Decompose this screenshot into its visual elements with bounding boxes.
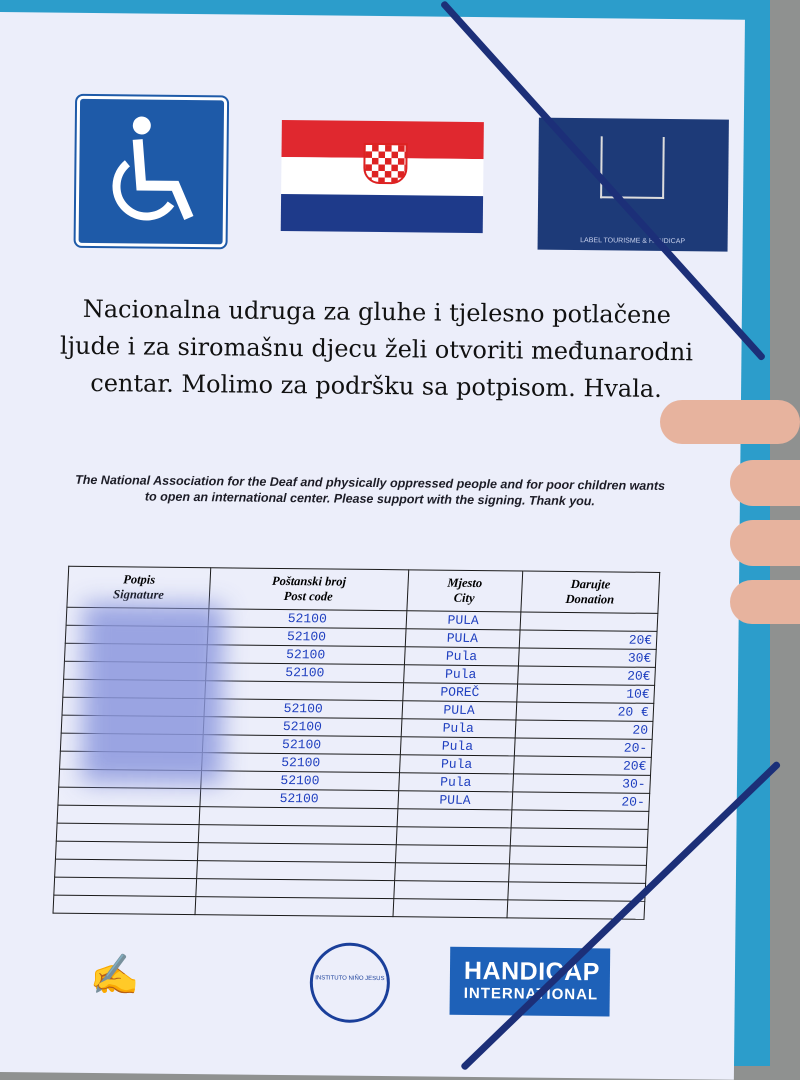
logo-caption: LABEL TOURISME & HANDICAP [580, 237, 686, 246]
petition-sheet: LABEL TOURISME & HANDICAP Nacionalna udr… [0, 12, 745, 1080]
cell-city: PULA [405, 610, 521, 630]
logo-line1: HANDICAP [463, 956, 601, 987]
cell-sig [54, 859, 198, 879]
cell-post: 52100 [204, 698, 403, 719]
cell-sig [57, 787, 201, 807]
cell-post: 52100 [207, 626, 406, 647]
hand [660, 380, 800, 640]
cell-city [396, 808, 512, 828]
cell-post: 52100 [202, 734, 401, 755]
croatian-flag [280, 119, 484, 234]
header-hr: Potpis [122, 572, 156, 587]
cell-post: 52100 [200, 770, 400, 791]
cell-city: Pula [398, 772, 514, 792]
cell-don [510, 827, 649, 848]
cell-post [199, 806, 398, 827]
cell-don [507, 881, 646, 902]
cell-don: 20€ [513, 755, 652, 776]
cell-post: 52100 [199, 788, 399, 809]
cell-don [519, 611, 658, 632]
cell-post: 52100 [201, 752, 400, 773]
column-header: Mjesto City [406, 569, 523, 612]
cell-don: 20€ [519, 629, 658, 650]
cell-don: 20€ [517, 665, 656, 686]
cell-sig [53, 895, 196, 915]
header-en: Post code [283, 589, 334, 604]
cell-don: 10€ [516, 683, 655, 704]
column-header: Darujte Donation [520, 571, 660, 614]
header-en: Donation [565, 591, 615, 607]
title-croatian: Nacionalna udruga za gluhe i tjelesno po… [59, 294, 694, 403]
official-stamp: INSTITUTO NIÑO JESUS [309, 942, 391, 1024]
header-hr: Poštanski broj [271, 573, 347, 589]
cell-post [195, 878, 395, 899]
cell-don: 20 [514, 719, 653, 740]
cell-city [395, 844, 511, 864]
cell-city: Pula [403, 646, 520, 666]
cell-city [394, 862, 510, 882]
cell-don: 20- [514, 737, 653, 758]
cell-post: 52100 [206, 644, 405, 665]
cell-sig [55, 841, 199, 861]
cell-post: 52100 [205, 662, 404, 683]
column-header: Poštanski broj Post code [208, 567, 409, 611]
cell-sig [57, 805, 200, 825]
cell-post [198, 824, 397, 845]
cell-don: 20 € [515, 701, 654, 722]
cell-city: PULA [404, 628, 520, 648]
cell-post [195, 896, 394, 917]
handwritten-signature: ✍ [89, 951, 140, 999]
coat-of-arms-icon [363, 142, 408, 185]
header-en: City [453, 590, 475, 605]
cell-post [196, 860, 396, 881]
cell-sig [56, 823, 200, 843]
wheelchair-icon [75, 95, 228, 248]
cell-city: PULA [401, 700, 517, 720]
cell-post [204, 680, 404, 701]
cell-post [197, 842, 396, 863]
cell-city: Pula [403, 664, 519, 684]
header-hr: Darujte [570, 577, 611, 592]
cell-post: 52100 [203, 716, 402, 737]
cell-don [509, 845, 648, 866]
cell-don: 30€ [518, 647, 657, 668]
cell-city: Pula [399, 754, 515, 774]
cell-city [395, 826, 511, 846]
cell-city [392, 898, 508, 918]
blurred-signatures [81, 602, 224, 785]
cell-don [508, 863, 647, 884]
cell-don [510, 809, 649, 830]
header-hr: Mjesto [447, 575, 483, 591]
title-english: The National Association for the Deaf an… [75, 472, 666, 509]
cell-city: Pula [399, 736, 515, 756]
cell-city: PULA [397, 790, 513, 810]
cell-city: POREČ [402, 682, 518, 702]
cell-city: Pula [400, 718, 516, 738]
cell-sig [53, 877, 197, 897]
stamp-text: INSTITUTO NIÑO JESUS [315, 975, 385, 983]
cell-don: 20- [511, 791, 650, 812]
cell-post: 52100 [208, 608, 407, 629]
cell-city [393, 880, 509, 900]
header-en: Signature [112, 587, 165, 602]
cell-don: 30- [512, 773, 651, 794]
